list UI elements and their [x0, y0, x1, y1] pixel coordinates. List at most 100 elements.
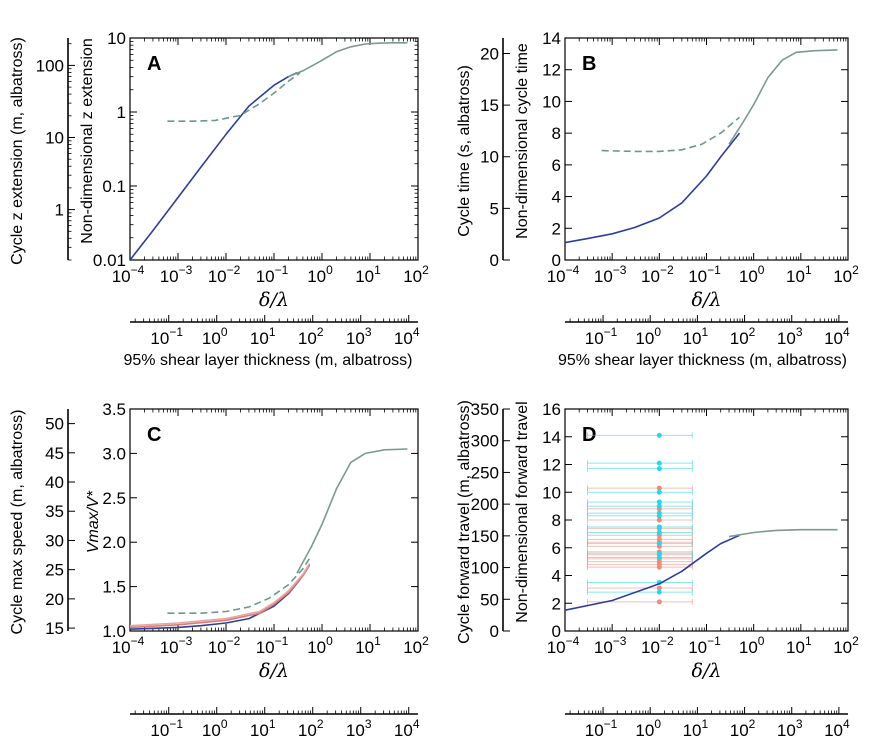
outer-y-tick-label: 200	[471, 495, 499, 514]
x-tick-label: 101	[786, 263, 812, 286]
x-tick-label: 10−2	[641, 263, 674, 286]
plot-frame	[564, 37, 849, 261]
y-tick-label: 10	[542, 92, 561, 111]
x-tick-label: 102	[403, 263, 429, 286]
x-tick-label: 101	[355, 263, 381, 286]
cyan-observation-point	[656, 489, 662, 495]
y-tick-label: 12	[542, 61, 561, 80]
bottom-axis-tick-label: 10−1	[585, 717, 618, 740]
outer-y-tick-label: 25	[45, 561, 64, 580]
data-area	[565, 432, 838, 611]
x-tick-label: 10−2	[208, 263, 241, 286]
series-line-full-range-solution	[728, 49, 838, 145]
x-axis-label: δ/λ	[259, 289, 289, 311]
y-tick-label: 8	[552, 124, 561, 143]
cyan-observation-point	[656, 460, 662, 466]
plot-frame	[129, 408, 419, 632]
y-tick-label: 2.5	[102, 489, 126, 508]
panel-C: 1.0 1.5 2.0 2.5 3.0 3.5 Vmax/V* 15 20 25 30 35 40 45 5…	[9, 400, 419, 715]
series-line-full-range-solution	[288, 41, 408, 78]
y-tick-label: 0.01	[93, 251, 126, 270]
x-axis-label: δ/λ	[692, 289, 722, 311]
outer-y-tick-label: 15	[480, 96, 499, 115]
cyan-observation-point	[656, 550, 662, 556]
y-tick-label: 2.0	[102, 533, 126, 552]
outer-y-tick-label: 0	[490, 251, 499, 270]
y-axis-label: Non-dimensional cycle time	[514, 43, 531, 239]
series-line-full-range-solution	[728, 528, 838, 538]
bottom-axis-tick-label: 101	[683, 717, 709, 740]
x-tick-label: 100	[307, 634, 333, 657]
outer-y-tick-label: 10	[480, 148, 499, 167]
y-tick-label: 12	[542, 456, 561, 475]
outer-y-tick-label: 30	[45, 531, 64, 550]
cyan-observation-point	[656, 513, 662, 519]
outer-y-tick-label: 1	[55, 201, 64, 220]
x-tick-label: 100	[739, 263, 765, 286]
cyan-observation-point	[656, 499, 662, 505]
x-tick-label: 102	[403, 634, 429, 657]
cyan-observation-point	[656, 554, 662, 560]
x-tick-label: 10−4	[547, 263, 580, 286]
salmon-observation-point	[656, 517, 662, 523]
y-axis-label: Non-dimensional z extension	[79, 38, 96, 243]
salmon-observation-point	[656, 585, 662, 591]
series-line-numerical-solution	[565, 534, 740, 611]
cyan-observation-point	[656, 529, 662, 535]
x-tick-label: 10−1	[688, 634, 721, 657]
x-axis-label: δ/λ	[692, 660, 722, 682]
y-tick-label: 10	[542, 483, 561, 502]
x-tick-label: 102	[833, 263, 859, 286]
bottom-axis-tick-label: 100	[202, 325, 228, 348]
series-line-asymptotic-small-	[601, 116, 741, 153]
outer-y-axis-label: Cycle max speed (m, albatross)	[9, 410, 26, 635]
panel-letter: C	[147, 424, 161, 446]
bottom-axis-tick-label: 104	[394, 325, 420, 348]
y-tick-label: 3.0	[102, 444, 126, 463]
cyan-observation-point	[656, 503, 662, 509]
outer-y-tick-label: 250	[471, 463, 499, 482]
bottom-axis-tick-label: 102	[730, 717, 756, 740]
x-tick-label: 10−1	[256, 634, 289, 657]
y-tick-label: 0	[552, 251, 561, 270]
x-tick-label: 102	[833, 634, 859, 657]
y-tick-label: 10	[107, 29, 126, 48]
series-line-sample-curve-1	[130, 564, 311, 629]
series-line-full-range-solution	[296, 448, 408, 574]
salmon-observation-point	[656, 564, 662, 570]
outer-y-tick-label: 100	[471, 559, 499, 578]
x-tick-label: 10−4	[112, 634, 145, 657]
bottom-axis-tick-label: 102	[298, 325, 324, 348]
outer-y-tick-label: 45	[45, 444, 64, 463]
series-line-asymptotic-small-	[167, 72, 301, 122]
x-tick-label: 10−3	[594, 634, 627, 657]
bottom-axis-tick-label: 10−1	[150, 325, 183, 348]
series-line-numerical-solution	[130, 71, 298, 260]
outer-y-tick-label: 50	[45, 415, 64, 434]
y-tick-label: 0	[552, 622, 561, 641]
x-tick-label: 10−3	[160, 634, 193, 657]
salmon-observation-point	[656, 599, 662, 605]
y-tick-label: 16	[542, 400, 561, 419]
outer-y-tick-label: 20	[480, 44, 499, 63]
x-tick-label: 100	[739, 634, 765, 657]
panel-D: 0 2 4 6 8 10 12 14 16 Non-dimensional forward tra…	[456, 400, 849, 715]
y-tick-label: 2	[552, 594, 561, 613]
outer-y-tick-label: 20	[45, 590, 64, 609]
outer-y-tick-label: 10	[45, 129, 64, 148]
x-tick-label: 10−4	[547, 634, 580, 657]
y-tick-label: 3.5	[102, 400, 126, 419]
y-tick-label: 1.0	[102, 622, 126, 641]
y-tick-label: 1	[117, 103, 126, 122]
y-tick-label: 1.5	[102, 578, 126, 597]
y-tick-label: 14	[542, 29, 561, 48]
x-tick-label: 10−2	[641, 634, 674, 657]
outer-y-axis-label: Cycle z extension (m, albatross)	[9, 37, 26, 265]
panel-letter: A	[147, 53, 161, 75]
outer-y-tick-label: 40	[45, 473, 64, 492]
bottom-axis-tick-label: 104	[824, 717, 850, 740]
y-tick-label: 2	[552, 219, 561, 238]
cyan-observation-point	[656, 466, 662, 472]
cyan-observation-point	[656, 432, 662, 438]
